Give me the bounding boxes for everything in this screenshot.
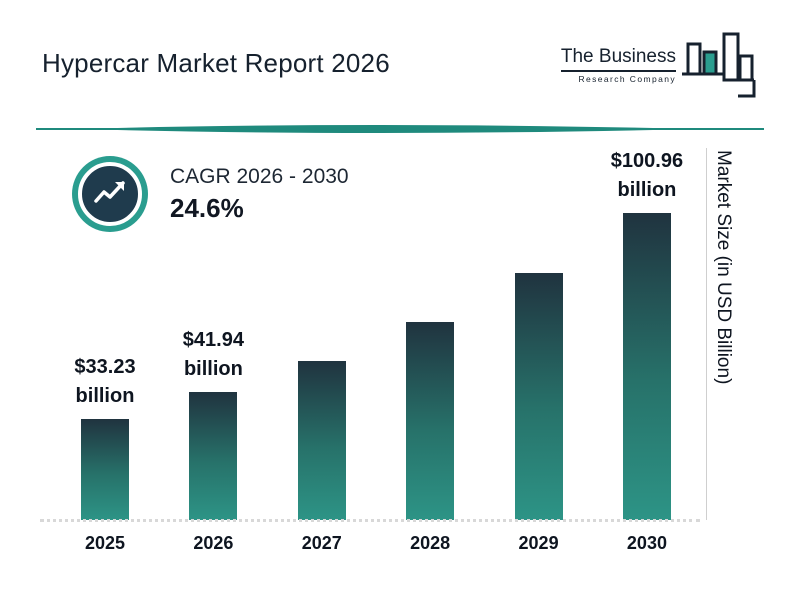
x-axis-label-2030: 2030 bbox=[626, 533, 667, 553]
bar-column-2026: $41.94 billion bbox=[170, 185, 256, 520]
cagr-text: CAGR 2026 - 2030 24.6% bbox=[170, 165, 349, 224]
bar-column-2025: $33.23 billion bbox=[62, 185, 148, 520]
cagr-label: CAGR 2026 - 2030 bbox=[170, 164, 349, 188]
logo-text: The Business Research Company bbox=[560, 46, 676, 84]
bar-chart: $33.23 billion $41.94 billion $100.96 billion bbox=[62, 150, 690, 520]
x-axis-label-2028: 2028 bbox=[410, 533, 451, 553]
cagr-badge: CAGR 2026 - 2030 24.6% bbox=[72, 156, 349, 232]
bar-2030 bbox=[622, 212, 671, 520]
bar-value-label-2025: $33.23 billion bbox=[74, 355, 136, 407]
company-logo: The Business Research Company bbox=[560, 30, 758, 107]
growth-trend-icon bbox=[72, 156, 148, 232]
bar-column-2030: $100.96 billion bbox=[604, 150, 690, 520]
x-axis-label-2029: 2029 bbox=[518, 533, 559, 553]
bar-column-2027 bbox=[279, 185, 365, 520]
bar-column-2029 bbox=[496, 185, 582, 520]
bar-2025 bbox=[81, 418, 129, 520]
x-axis-label-2026: 2026 bbox=[193, 533, 234, 553]
page-title: Hypercar Market Report 2026 bbox=[42, 48, 390, 78]
bar-column-2028 bbox=[387, 185, 473, 520]
x-axis-label-2027: 2027 bbox=[301, 533, 342, 553]
x-axis-baseline bbox=[40, 519, 700, 522]
bar-chart-logo-icon bbox=[680, 30, 758, 107]
header-divider bbox=[36, 125, 764, 133]
y-axis-line bbox=[706, 148, 707, 520]
bar-2029 bbox=[514, 272, 563, 520]
bar-value-label-2030: $100.96 billion bbox=[610, 149, 684, 201]
cagr-value: 24.6% bbox=[170, 192, 244, 223]
bar-value-label-2026: $41.94 billion bbox=[182, 329, 244, 381]
x-axis-label-2025: 2025 bbox=[84, 533, 126, 553]
y-axis-label: Market Size (in USD Billion) bbox=[713, 150, 734, 385]
logo-name: The Business bbox=[560, 46, 676, 72]
logo-subname: Research Company bbox=[578, 74, 676, 84]
bar-2026 bbox=[189, 392, 238, 520]
x-axis-labels: 2025 2026 2027 2028 2029 2030 bbox=[62, 533, 690, 554]
bars-area: $33.23 billion $41.94 billion $100.96 billion bbox=[62, 150, 690, 520]
bar-2028 bbox=[406, 321, 455, 520]
bar-2027 bbox=[297, 360, 346, 520]
